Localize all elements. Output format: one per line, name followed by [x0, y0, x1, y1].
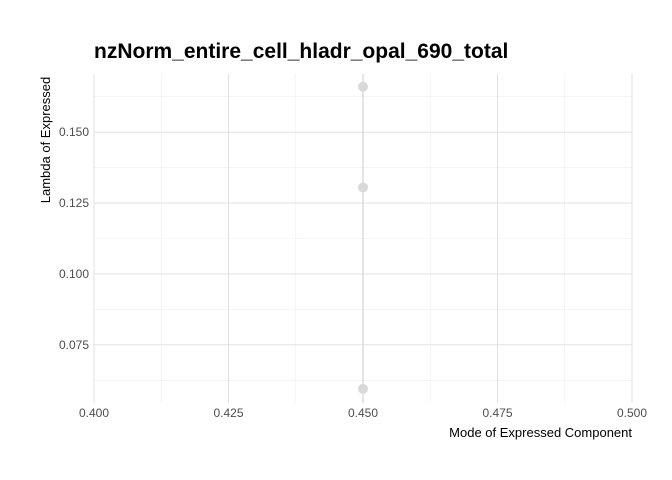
y-tick-label: 0.075 [59, 338, 89, 352]
x-tick-label: 0.475 [482, 406, 512, 420]
y-axis-tick-labels: 0.075 0.100 0.125 0.150 [59, 125, 89, 352]
x-axis-label: Mode of Expressed Component [449, 425, 632, 440]
x-tick-label: 0.500 [617, 406, 647, 420]
x-axis-tick-labels: 0.400 0.425 0.450 0.475 0.500 [79, 406, 647, 420]
data-point [358, 383, 368, 394]
y-tick-label: 0.100 [59, 267, 89, 281]
data-point [358, 81, 368, 92]
chart-title: nzNorm_entire_cell_hladr_opal_690_total [94, 40, 508, 63]
x-tick-label: 0.450 [348, 406, 378, 420]
x-tick-label: 0.425 [213, 406, 243, 420]
data-series [358, 74, 368, 403]
x-tick-label: 0.400 [79, 406, 109, 420]
y-tick-label: 0.125 [59, 196, 89, 210]
y-axis-label: Lambda of Expressed [38, 77, 53, 203]
data-point [358, 182, 368, 193]
y-tick-label: 0.150 [59, 125, 89, 139]
